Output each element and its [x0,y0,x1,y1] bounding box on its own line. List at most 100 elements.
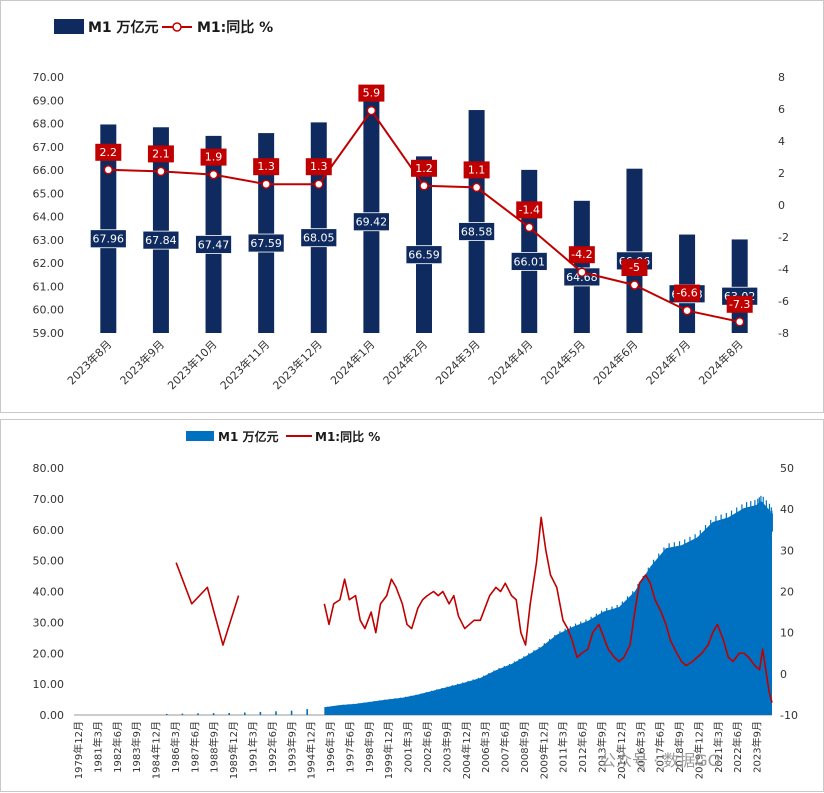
bottom-category-label: 2003年9月 [440,721,453,773]
yoy-value-box [516,201,543,219]
yoy-point [208,169,219,180]
m1-bar [573,200,590,333]
m1-value-box [405,245,443,265]
yoy-value-box [147,145,174,163]
bottom-category-label: 2014年12月 [615,721,628,779]
m1-area-spike [506,666,508,675]
m1-area-spike [430,690,433,697]
m1-area-spike [538,647,540,663]
m1-area-spike [752,508,754,529]
m1-area-spike [768,503,771,523]
m1-area-spike [459,684,461,690]
m1-area-spike [410,695,412,700]
bottom-category-label: 2002年6月 [421,721,434,773]
m1-area-spike [516,662,518,670]
m1-value-label: 67.96 [93,233,125,246]
m1-area-spike [523,656,525,670]
m1-bar [152,127,169,333]
bottom-left-tick: 70.00 [33,493,65,506]
m1-area-spike [686,544,688,563]
top-yoy-line: 2.2 2.1 1.9 1.3 1.3 5.9 1.2 1.1 -1.4 -4.2 -5 -6.6 -7… [95,84,753,327]
m1-area-spike [373,701,375,704]
m1-area-spike [655,562,657,582]
m1-area-spike [352,703,355,707]
yoy-value-label: 2.1 [152,147,170,160]
yoy-value-label: -1.4 [518,203,539,216]
m1-sample-bar [197,713,199,715]
m1-area-spike [642,575,644,604]
bottom-category-label: 1991年3月 [247,721,260,773]
yoy-value-label: 1.3 [310,160,328,173]
m1-area-spike [490,673,492,682]
m1-area-spike [736,507,738,538]
top-legend: M1 万亿元 M1:同比 % [54,19,273,36]
bottom-category-label: 1979年12月 [72,721,85,779]
m1-sample-bar [166,713,168,715]
bottom-right-tick: -10 [780,709,798,722]
m1-sample-bar [306,709,308,715]
yoy-point [577,267,587,277]
bottom-right-tick: 50 [780,462,794,475]
bottom-right-tick: 30 [780,544,794,557]
m1-area-spike [767,510,769,523]
top-right-tick: 2 [778,167,785,180]
m1-area-spike [639,584,642,604]
m1-area-spike [446,686,448,694]
yoy-value-box [253,158,280,176]
m1-area-spike [738,513,740,538]
m1-area-spike [493,670,495,682]
m1-area-spike [733,516,735,538]
m1-value-label: 67.47 [198,238,230,251]
m1-sample-bar [290,710,293,715]
yoy-value-label: -5 [629,261,640,274]
bottom-category-label: 2013年9月 [596,721,609,773]
m1-area-spike [404,696,407,700]
m1-area-spike [626,596,629,618]
m1-area-spike [650,568,652,582]
bottom-category-label: 1992年6月 [266,721,279,773]
m1-area-spike [757,506,760,527]
m1-area-spike [513,661,516,670]
bottom-category-label: 1981年3月 [91,721,104,773]
m1-area-spike [572,628,574,636]
m1-area-spike [567,630,569,643]
top-left-tick: 59.00 [33,327,65,340]
m1-area-spike [488,673,490,682]
legend-bar-swatch [54,19,84,34]
m1-area-spike [593,618,595,631]
top-category-label: 2023年12月 [270,337,325,392]
bottom-category-label: 1998年9月 [363,721,376,773]
top-category-label: 2023年8月 [64,337,114,387]
m1-area-spike [415,694,417,700]
m1-bar [626,168,643,333]
m1-area-spike [543,643,545,654]
m1-area-spike [436,689,438,694]
m1-area-spike [451,685,453,690]
top-category-label: 2023年11月 [217,337,272,392]
yoy-point [314,179,324,189]
top-right-tick: 4 [778,135,785,148]
top-left-axis: 70.00 69.00 68.00 67.00 66.00 65.00 64.00 63.00… [33,71,65,340]
m1-area-spike [757,498,759,527]
bottom-category-label: 2019年12月 [692,721,705,779]
m1-area-spike [595,613,597,631]
top-right-tick: -6 [778,295,789,308]
legend-line-marker [172,22,182,32]
m1-area-spike [600,610,603,631]
yoy-value-label: 1.1 [468,163,486,176]
yoy-value-box [305,158,332,176]
top-right-tick: 0 [778,199,785,212]
top-right-tick: 6 [778,103,785,116]
bottom-category-label: 1984年12月 [150,721,163,779]
bottom-legend: M1 万亿元 M1:同比 % [186,429,380,444]
m1-area-spike [665,550,668,565]
watermark-text: 公众号 · 数据GO [600,751,720,770]
m1-area-spike [475,679,477,686]
bottom-category-label: 2022年6月 [731,721,744,773]
m1-bar [310,122,327,333]
m1-area-spike [613,609,616,622]
m1-value-box [300,228,338,248]
bottom-chart: M1 万亿元 M1:同比 % 80.00 70.00 60.00 50.00 40.00… [0,419,824,792]
m1-area-spike [728,520,730,538]
m1-area-spike [339,705,342,707]
